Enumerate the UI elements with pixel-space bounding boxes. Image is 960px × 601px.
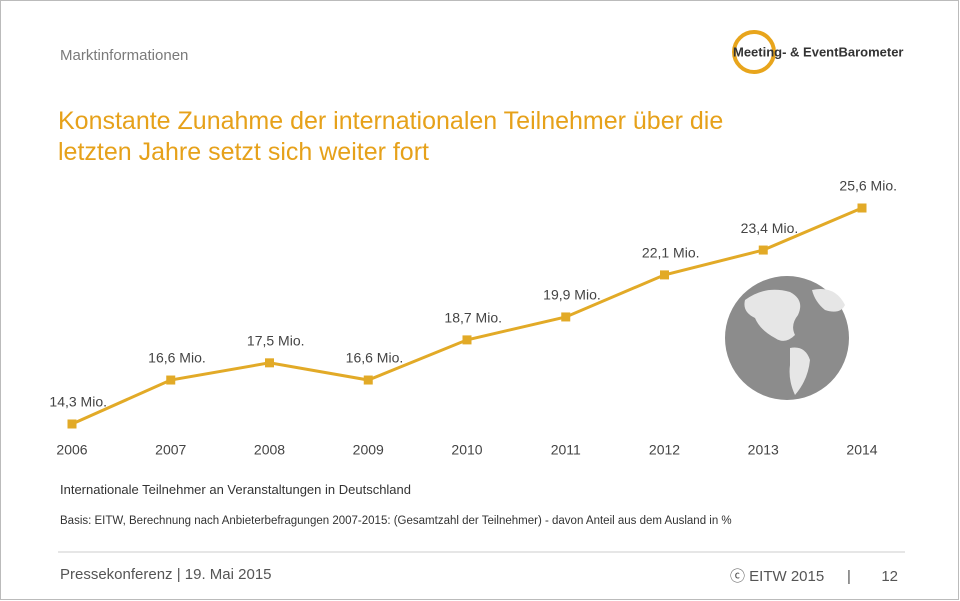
caption-box: Internationale Teilnehmer an Veranstaltu… <box>60 482 411 497</box>
x-tick-label: 2011 <box>551 442 581 458</box>
chart-title: Konstante Zunahme der internationalen Te… <box>58 107 724 166</box>
page-number: 12 <box>881 568 898 585</box>
globe <box>725 276 849 400</box>
data-label: 14,3 Mio. <box>49 394 107 410</box>
x-tick-label: 2012 <box>649 442 680 458</box>
data-label: 22,1 Mio. <box>642 245 700 261</box>
data-point <box>265 358 274 368</box>
data-label: 18,7 Mio. <box>444 310 502 326</box>
data-label: 23,4 Mio. <box>741 220 799 236</box>
data-label: 16,6 Mio. <box>148 350 206 366</box>
logo-text: Meeting- & EventBarometer <box>733 44 903 59</box>
logo-ring <box>732 30 776 74</box>
globe-land <box>812 289 845 312</box>
chart-note: Basis: EITW, Berechnung nach Anbieterbef… <box>60 515 732 527</box>
data-point <box>67 419 77 429</box>
section-label: Marktinformationen <box>60 47 188 64</box>
globe-land <box>744 289 801 341</box>
data-label: 19,9 Mio. <box>543 287 601 303</box>
title-box: Konstante Zunahme der internationalen Te… <box>58 107 724 166</box>
data-point <box>363 375 373 385</box>
data-point <box>660 270 669 280</box>
globe-land <box>789 347 810 395</box>
x-tick-label: 2008 <box>254 442 285 458</box>
data-label: 17,5 Mio. <box>247 333 305 349</box>
footer-separator: | <box>847 568 851 585</box>
data-label: 25,6 Mio. <box>839 178 897 194</box>
data-point <box>758 245 768 255</box>
footer-event: Pressekonferenz | 19. Mai 2015 <box>60 566 272 583</box>
logo: Meeting- & EventBarometer <box>732 30 903 74</box>
note-box: Basis: EITW, Berechnung nach Anbieterbef… <box>60 515 732 527</box>
data-point <box>462 335 472 345</box>
data-point <box>857 203 867 213</box>
chart-caption: Internationale Teilnehmer an Veranstaltu… <box>60 482 411 497</box>
data-point <box>561 312 571 322</box>
x-tick-label: 2013 <box>748 442 779 458</box>
data-point <box>166 375 176 385</box>
x-tick-label: 2010 <box>451 442 482 458</box>
x-tick-label: 2009 <box>353 442 384 458</box>
x-tick-label: 2014 <box>846 442 877 458</box>
data-label: 16,6 Mio. <box>346 350 404 366</box>
x-tick-label: 2007 <box>155 442 186 458</box>
x-tick-label: 2006 <box>56 442 87 458</box>
footer-copyright: ⓒ EITW 2015 <box>730 568 824 585</box>
